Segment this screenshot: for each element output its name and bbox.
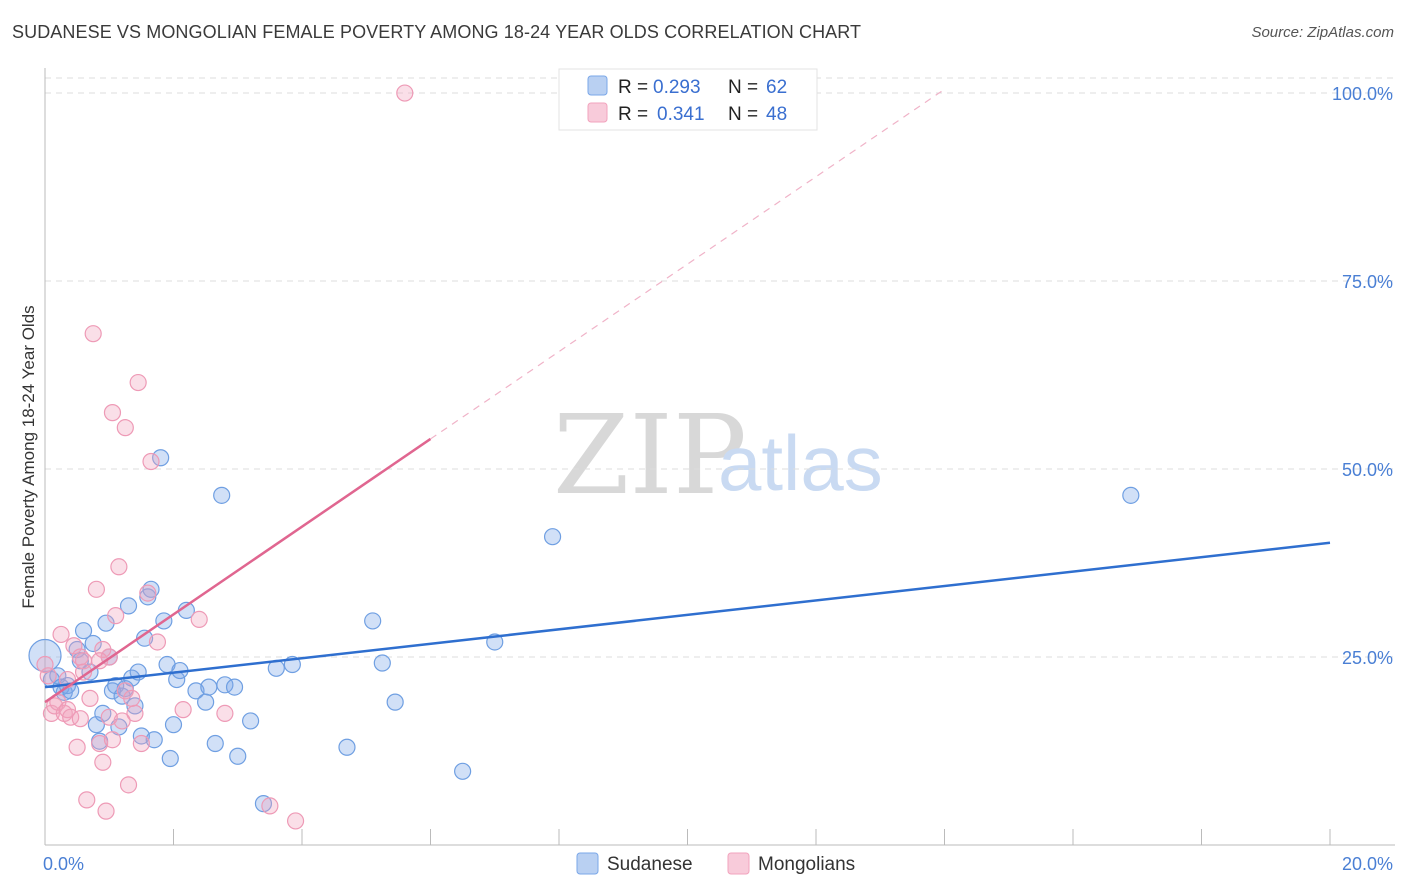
legend-swatch-sudanese bbox=[587, 75, 608, 96]
mongolian-point bbox=[261, 797, 279, 815]
mongolian-point bbox=[100, 708, 118, 726]
mongolian-point bbox=[190, 610, 208, 629]
sudanese-point bbox=[373, 654, 391, 672]
bottom-legend-label-sudanese: Sudanese bbox=[607, 854, 693, 875]
sudanese-points bbox=[28, 449, 1140, 813]
mongolian-point bbox=[103, 731, 122, 749]
sudanese-point bbox=[254, 795, 273, 813]
mongolian-point bbox=[94, 640, 112, 659]
mongolian-point bbox=[36, 655, 54, 674]
mongolian-trend-extension bbox=[430, 88, 945, 440]
sudanese-point bbox=[229, 747, 247, 765]
x-tick-label: 20.0% bbox=[1342, 854, 1393, 874]
sudanese-point bbox=[187, 682, 205, 700]
mongolian-point bbox=[103, 404, 122, 422]
mongolian-point bbox=[39, 667, 57, 685]
axes bbox=[44, 68, 1395, 846]
mongolian-point bbox=[286, 812, 305, 830]
sudanese-point bbox=[161, 749, 179, 768]
legend-n-value-mongolians: 48 bbox=[766, 104, 787, 125]
mongolian-point bbox=[97, 802, 115, 820]
y-tick-label: 50.0% bbox=[1342, 460, 1393, 480]
sudanese-point bbox=[543, 528, 562, 546]
mongolian-point bbox=[87, 580, 106, 598]
sudanese-point bbox=[119, 597, 138, 615]
legend-n-value-sudanese: 62 bbox=[766, 77, 787, 98]
x-tick-label: 0.0% bbox=[43, 854, 84, 874]
mongolian-point bbox=[94, 753, 112, 771]
sudanese-point bbox=[145, 731, 163, 749]
mongolian-point bbox=[107, 607, 125, 625]
legend: R = 0.293 N = 62 R = 0.341 N = 48 bbox=[558, 68, 818, 131]
sudanese-point bbox=[84, 634, 102, 653]
legend-r-value-mongolians: 0.341 bbox=[657, 104, 705, 125]
source-label: Source: ZipAtlas.com bbox=[1251, 24, 1394, 41]
sudanese-trend-line bbox=[44, 541, 1331, 689]
mongolian-point bbox=[396, 84, 414, 102]
sudanese-point bbox=[338, 738, 356, 756]
y-tick-label: 75.0% bbox=[1342, 272, 1393, 292]
sudanese-point bbox=[206, 734, 224, 753]
mongolian-point bbox=[132, 734, 150, 753]
mongolian-trend-line bbox=[44, 437, 432, 704]
sudanese-point bbox=[103, 682, 122, 700]
mongolian-point bbox=[129, 373, 147, 392]
sudanese-point bbox=[107, 676, 125, 695]
sudanese-point bbox=[454, 762, 472, 780]
mongolian-point bbox=[123, 689, 141, 707]
y-tick-label: 25.0% bbox=[1342, 648, 1393, 668]
mongolian-point bbox=[84, 325, 102, 343]
sudanese-point bbox=[364, 612, 382, 630]
mongolian-point bbox=[74, 663, 93, 681]
tick-labels: 25.0% 50.0% 75.0% 100.0% 0.0% 20.0% bbox=[43, 84, 1393, 874]
trend-lines bbox=[44, 88, 1331, 704]
mongolian-point bbox=[142, 452, 160, 471]
gridlines bbox=[45, 77, 1395, 658]
legend-n-label-sudanese: N = bbox=[728, 77, 758, 98]
mongolian-point bbox=[113, 712, 131, 730]
mongolian-point bbox=[71, 710, 89, 728]
mongolian-point bbox=[78, 791, 96, 809]
mongolian-point bbox=[68, 738, 86, 756]
mongolian-point bbox=[216, 704, 234, 723]
mongolian-point bbox=[110, 558, 128, 576]
mongolian-point bbox=[139, 584, 157, 602]
mongolian-point bbox=[148, 633, 167, 651]
mongolian-point bbox=[174, 701, 192, 719]
watermark-atlas: atlas bbox=[718, 419, 883, 507]
legend-r-label-sudanese: R = bbox=[618, 77, 648, 98]
sudanese-point bbox=[200, 678, 218, 696]
sudanese-point bbox=[164, 716, 183, 734]
legend-swatch-mongolians bbox=[587, 102, 608, 123]
watermark-zip: ZIP bbox=[553, 391, 747, 519]
sudanese-point bbox=[213, 486, 231, 504]
y-tick-label: 100.0% bbox=[1332, 84, 1393, 104]
sudanese-point bbox=[225, 678, 244, 696]
y-axis-label: Female Poverty Among 18-24 Year Olds bbox=[19, 305, 38, 608]
legend-r-label-mongolians: R = bbox=[618, 104, 648, 125]
bottom-legend-label-mongolians: Mongolians bbox=[758, 854, 855, 875]
bottom-legend: Sudanese Mongolians bbox=[576, 852, 855, 875]
bottom-legend-swatch-mongolians bbox=[727, 852, 750, 875]
sudanese-point bbox=[242, 712, 260, 730]
sudanese-point bbox=[152, 449, 170, 467]
mongolian-points bbox=[36, 84, 414, 830]
sudanese-point bbox=[1122, 486, 1140, 504]
mongolian-point bbox=[52, 625, 70, 644]
sudanese-point bbox=[74, 622, 93, 640]
legend-r-value-sudanese: 0.293 bbox=[653, 77, 701, 98]
mongolian-point bbox=[81, 689, 99, 707]
sudanese-point bbox=[197, 693, 215, 711]
bottom-legend-swatch-sudanese bbox=[576, 852, 599, 875]
chart-title: SUDANESE VS MONGOLIAN FEMALE POVERTY AMO… bbox=[12, 22, 862, 42]
legend-n-label-mongolians: N = bbox=[728, 104, 758, 125]
sudanese-point bbox=[386, 693, 404, 711]
mongolian-point bbox=[91, 734, 109, 753]
mongolian-point bbox=[119, 776, 138, 794]
mongolian-point bbox=[116, 419, 134, 437]
